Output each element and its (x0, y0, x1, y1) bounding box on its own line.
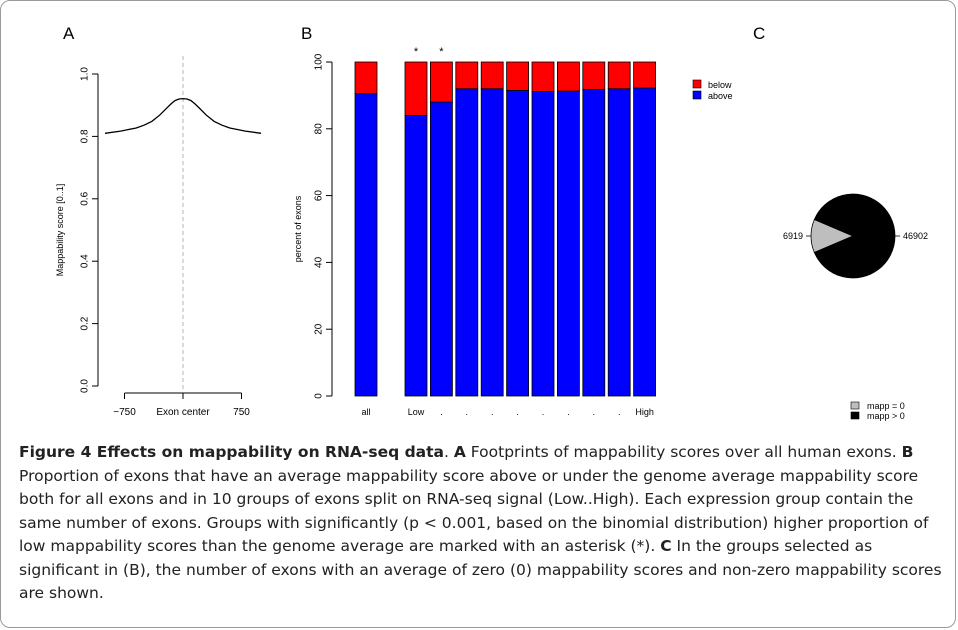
caption-c-label: C (660, 537, 672, 555)
x-tick-label: . (593, 407, 596, 417)
x-tick-label: . (542, 407, 545, 417)
legend-label: mapp = 0 (867, 401, 905, 411)
bar-below (354, 61, 378, 95)
x-tick-label: . (516, 407, 519, 417)
bar-below (404, 61, 428, 116)
x-tick-label: . (567, 407, 570, 417)
panel-label-b: B (301, 24, 312, 43)
mappability-line (104, 97, 262, 134)
bar-below (531, 61, 555, 92)
panel-label-a: A (63, 24, 75, 43)
bar-below (582, 61, 606, 90)
panel-a-line-chart: 0.0 0.2 0.4 0.6 0.8 1.0 Mappability score [0..… (55, 56, 262, 418)
x-tick-label: all (361, 407, 370, 417)
bar-below (557, 61, 580, 92)
panel-b-bar-chart: 0 20 40 60 80 100 percent of exons all Low *. *...… (293, 46, 733, 417)
caption-b-label: B (901, 443, 914, 461)
x-tick-label: −750 (113, 407, 136, 418)
y-tick-label: 80 (314, 123, 325, 135)
caption-a-label: A (453, 443, 466, 461)
x-tick-label: Low (408, 407, 425, 417)
bar-above (607, 88, 631, 397)
x-tick-label: . (618, 407, 621, 417)
bar-above (582, 88, 606, 397)
bar-below (455, 61, 479, 90)
y-tick-label: 0.0 (80, 379, 91, 393)
bar-above (455, 88, 479, 397)
bar-above (480, 88, 504, 397)
y-axis-label: Mappability score [0..1] (55, 184, 65, 277)
caption-b-text: Proportion of exons that have an average… (19, 466, 929, 556)
bar-below (429, 61, 453, 103)
y-axis-label: percent of exons (293, 195, 303, 262)
bar-above (354, 93, 378, 397)
bar-above (404, 115, 428, 397)
bar-below (506, 61, 530, 91)
y-tick-label: 0.4 (80, 254, 91, 268)
legend-swatch (692, 90, 702, 100)
pie-slice (813, 193, 896, 279)
y-tick-label: 60 (314, 190, 325, 202)
x-tick-label: . (466, 407, 469, 417)
x-tick-label: . (491, 407, 494, 417)
x-tick-label: High (635, 407, 654, 417)
bar-above (506, 89, 530, 397)
y-tick-label: 1.0 (80, 67, 91, 81)
x-tick-label: 750 (233, 407, 250, 418)
bar-below (480, 61, 504, 90)
bar-above (531, 90, 555, 397)
y-tick-label: 20 (314, 323, 325, 335)
legend-label: above (708, 91, 733, 101)
bar-below (607, 61, 631, 90)
figure-panels: A B C 0.0 0.2 0.4 0.6 0.8 1.0 Mappability scor… (55, 24, 928, 421)
caption-sep: . (444, 443, 454, 461)
y-tick-label: 0.8 (80, 129, 91, 143)
significance-marker: * (439, 46, 444, 58)
x-tick-label: Exon center (156, 407, 210, 418)
pie-slice-label: 6919 (783, 231, 803, 241)
y-tick-label: 100 (314, 53, 325, 70)
caption-title: Figure 4 Effects on mappability on RNA-s… (19, 443, 444, 461)
legend-label: below (708, 80, 732, 90)
bar-above (557, 90, 580, 397)
legend-swatch (850, 401, 860, 410)
y-tick-label: 40 (314, 256, 325, 268)
pie-slice-label: 46902 (903, 231, 928, 241)
significance-marker: * (414, 46, 419, 58)
x-tick-label: . (440, 407, 443, 417)
panel-label-c: C (753, 24, 765, 43)
caption-a-text: Footprints of mappability scores over al… (465, 443, 902, 461)
y-tick-label: 0 (314, 393, 325, 399)
caption-c-text: In the groups selected as significant in… (19, 537, 942, 602)
legend-swatch (692, 79, 702, 89)
bar-above (633, 87, 656, 397)
bar-above (429, 101, 453, 397)
figure-caption: Figure 4 Effects on mappability on RNA-s… (19, 441, 949, 606)
legend-label: mapp > 0 (867, 411, 905, 421)
bar-below (633, 61, 656, 89)
y-tick-label: 0.6 (80, 191, 91, 205)
legend-swatch (850, 411, 860, 420)
y-tick-label: 0.2 (80, 316, 91, 330)
